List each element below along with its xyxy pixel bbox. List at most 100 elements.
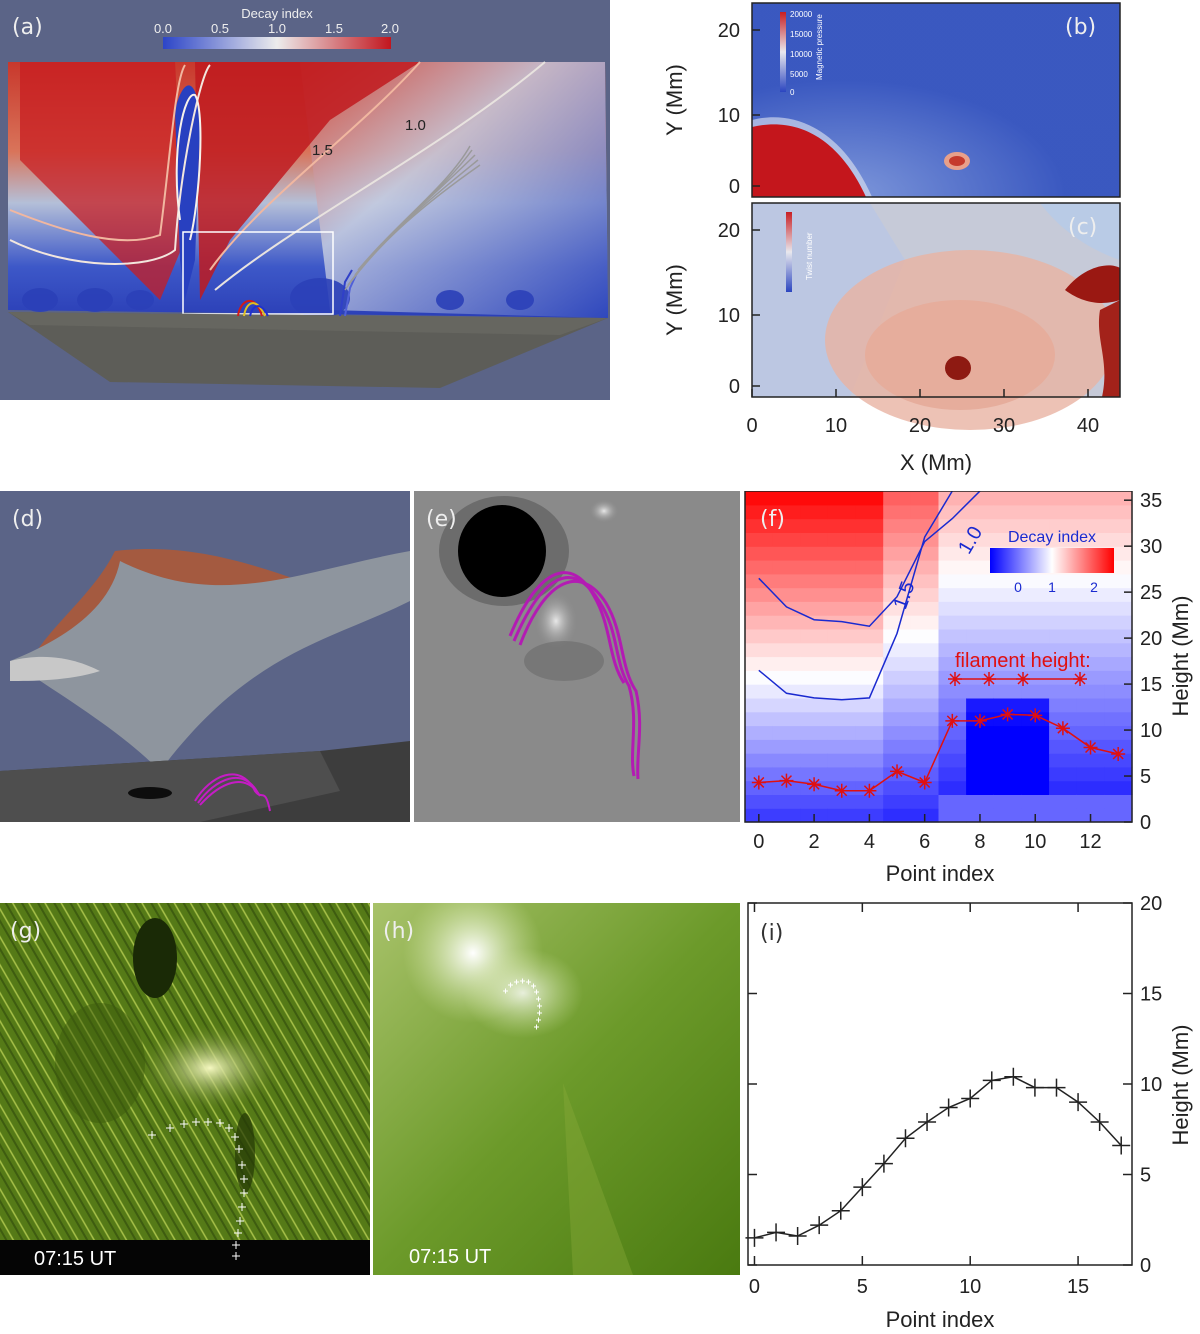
- heat-cell: [1021, 518, 1050, 533]
- heat-cell: [772, 780, 801, 795]
- heat-cell: [1049, 780, 1078, 795]
- panel-a: 1.5 1.0 Decay index 0.0 0.5 1.0 1.5 2.0 …: [0, 0, 610, 400]
- heat-cell: [966, 546, 995, 561]
- heat-cell: [938, 684, 967, 699]
- colorbar-a-tick: 1.5: [325, 21, 343, 36]
- data-point: [945, 713, 960, 728]
- heat-cell: [938, 546, 967, 561]
- heat-cell: [827, 518, 857, 533]
- heat-cell: [772, 615, 801, 630]
- xtick-label: 0: [753, 831, 764, 853]
- colorbar-a-tick: 1.0: [268, 21, 286, 36]
- heat-cell: [1076, 532, 1105, 547]
- ytick-label: 10: [1140, 1074, 1162, 1096]
- colorbar-f-tick: 0: [1014, 579, 1022, 595]
- heat-cell: [1104, 532, 1133, 547]
- filament-trace-h: [503, 978, 542, 1030]
- heat-cell: [1104, 615, 1133, 630]
- heat-cell: [993, 601, 1022, 616]
- heat-cell: [800, 656, 829, 671]
- heat-cell: [1049, 628, 1078, 644]
- heat-cell: [910, 753, 940, 768]
- data-point: [751, 775, 766, 790]
- heat-cell: [883, 615, 912, 630]
- ytick-label: 15: [1140, 674, 1162, 696]
- heat-cell: [1076, 601, 1105, 616]
- heat-cell: [745, 518, 774, 533]
- data-point: [810, 1216, 829, 1235]
- data-point: [896, 1129, 915, 1148]
- ytick-c: 0: [729, 376, 740, 398]
- colorbar-a-tick: 0.0: [154, 21, 172, 36]
- heat-cell: [1049, 753, 1078, 768]
- heat-cell: [855, 615, 884, 630]
- heat-cell: [966, 615, 995, 630]
- colorbar-b-tick: 10000: [790, 50, 813, 59]
- heat-cell: [855, 739, 884, 754]
- heat-cell: [910, 601, 940, 616]
- heat-cell: [855, 504, 884, 520]
- panel-d-label: (d): [12, 507, 43, 532]
- axes-i: 0 5 10 15 0 5 10 15 20: [748, 895, 1162, 1298]
- panel-d: (d): [0, 491, 410, 822]
- heat-cell: [800, 628, 829, 644]
- colorbar-a-tick: 0.5: [211, 21, 229, 36]
- heat-cell: [910, 794, 940, 809]
- data-point: [1069, 1093, 1088, 1112]
- ytick-label: 5: [1140, 1165, 1151, 1187]
- data-point: [1028, 708, 1043, 723]
- heat-cell: [1076, 697, 1105, 713]
- filament-trace-g: [148, 1118, 248, 1260]
- xtick-label: 2: [809, 831, 820, 853]
- heat-cell: [993, 739, 1022, 754]
- heat-cell: [993, 670, 1022, 685]
- heat-cell: [1076, 518, 1105, 533]
- colorbar-b-tick: 5000: [790, 70, 808, 79]
- heat-cell: [1021, 753, 1050, 768]
- heat-cell: [1076, 794, 1105, 809]
- heat-cell: [966, 504, 995, 520]
- panel-f: Decay index 0 1 2 filament height: 1.5 1…: [744, 491, 1193, 886]
- heat-cell: [993, 615, 1022, 630]
- heat-cell: [827, 656, 857, 671]
- heat-cell: [1104, 587, 1133, 602]
- heat-cell: [1076, 491, 1105, 506]
- heat-cell: [966, 656, 995, 671]
- heat-cell: [883, 711, 912, 727]
- xtick-c: 30: [993, 415, 1015, 437]
- heat-cell: [1104, 670, 1133, 685]
- heat-cell: [1021, 491, 1050, 506]
- panel-i-label: (i): [760, 921, 783, 946]
- xtick-c: 10: [825, 415, 847, 437]
- heat-cell: [910, 697, 940, 713]
- data-point: [807, 777, 822, 792]
- ytick-b: 0: [729, 176, 740, 198]
- heat-cell: [1021, 725, 1050, 740]
- heat-cell: [938, 587, 967, 602]
- heat-cell: [1104, 518, 1133, 533]
- data-point: [874, 1154, 893, 1173]
- heat-cell: [910, 518, 940, 533]
- xtick-label: 4: [864, 831, 875, 853]
- heat-cell: [966, 766, 995, 782]
- heat-cell: [993, 518, 1022, 533]
- heat-cell: [1076, 615, 1105, 630]
- heat-cell: [1076, 766, 1105, 782]
- heat-cell: [855, 656, 884, 671]
- heat-cell: [910, 725, 940, 740]
- heat-cell: [827, 532, 857, 547]
- heat-cell: [800, 560, 829, 575]
- panel-h: (h) 07:15 UT: [373, 903, 740, 1275]
- ytick-b: 10: [718, 105, 740, 127]
- heat-cell: [966, 725, 995, 740]
- heat-cell: [1104, 642, 1133, 658]
- heat-cell: [966, 684, 995, 699]
- heat-cell: [883, 808, 912, 823]
- panel-a-label: (a): [12, 15, 43, 40]
- data-point: [1111, 746, 1126, 761]
- decay-contours: [758, 491, 981, 701]
- heat-cell: [910, 684, 940, 699]
- decay-index-heatmap: [745, 491, 1133, 823]
- heat-cell: [772, 601, 801, 616]
- heat-cell: [938, 560, 967, 575]
